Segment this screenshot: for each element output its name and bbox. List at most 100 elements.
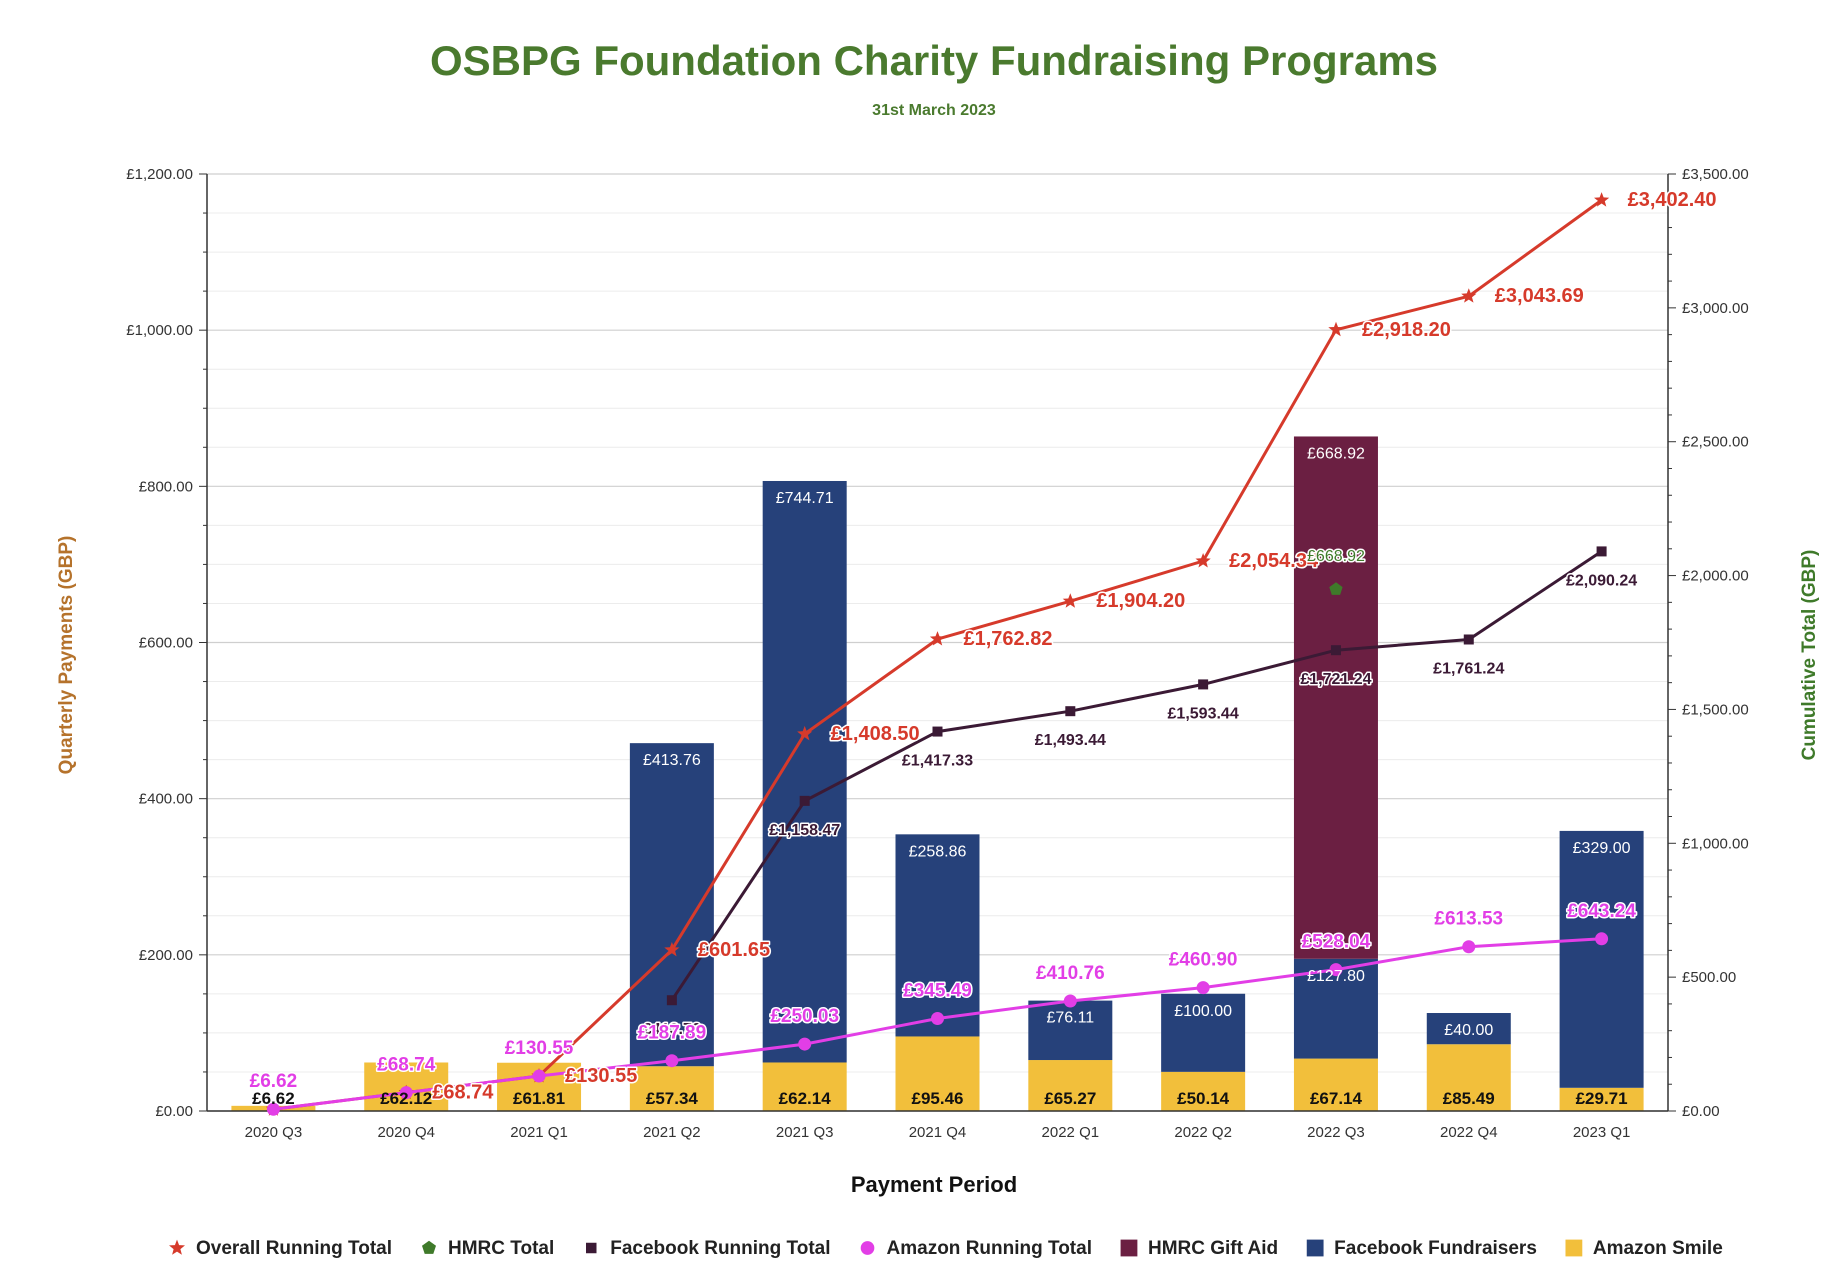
point-facebook-running-total xyxy=(1065,706,1076,717)
line-value-label: £460.90 xyxy=(1169,950,1238,971)
point-overall-running-total xyxy=(1461,288,1477,303)
line-layer xyxy=(265,192,1610,1116)
bar-value-label: £85.49 xyxy=(1443,1089,1495,1108)
x-tick-label: 2021 Q2 xyxy=(643,1124,701,1141)
y-left-tick-label: £600.00 xyxy=(139,635,193,652)
point-amazon-running-total xyxy=(665,1054,679,1068)
bar-amazon-smile xyxy=(1028,1060,1113,1111)
bar-value-label: £29.71 xyxy=(1576,1089,1628,1108)
line-value-label: £1,417.33 xyxy=(902,753,973,770)
legend-label: HMRC Total xyxy=(448,1238,554,1259)
line-value-label: £413.76 xyxy=(643,1021,701,1038)
line-value-label: £2,918.20 xyxy=(1362,319,1451,341)
x-tick-label: 2022 Q4 xyxy=(1440,1124,1498,1141)
point-amazon-running-total xyxy=(931,1012,944,1026)
y-left-tick-label: £400.00 xyxy=(139,791,193,808)
y-right-tick-label: £500.00 xyxy=(1682,969,1736,986)
point-amazon-running-total xyxy=(532,1069,546,1083)
point-amazon-running-total xyxy=(798,1037,812,1051)
bar-amazon-smile xyxy=(1293,1058,1378,1111)
point-hmrc-total xyxy=(1329,582,1343,595)
legend-marker xyxy=(1565,1239,1583,1257)
legend-item: HMRC Total xyxy=(422,1238,554,1259)
point-amazon-running-total xyxy=(1595,932,1609,946)
x-tick-label: 2020 Q3 xyxy=(245,1124,303,1141)
y-right-tick-label: £2,000.00 xyxy=(1682,568,1749,585)
bar-value-label: £127.80 xyxy=(1307,968,1365,985)
legend-item: Overall Running Total xyxy=(169,1238,392,1259)
y-right-tick-label: £2,500.00 xyxy=(1682,434,1749,451)
line-value-label: £1,408.50 xyxy=(831,723,920,745)
legend-label: Overall Running Total xyxy=(196,1238,392,1259)
legend-label: HMRC Gift Aid xyxy=(1148,1238,1278,1259)
point-facebook-running-total xyxy=(1596,546,1607,557)
legend-label: Facebook Running Total xyxy=(610,1238,830,1259)
point-amazon-running-total xyxy=(399,1086,413,1100)
bar-value-label: £6.62 xyxy=(252,1089,295,1108)
point-overall-running-total xyxy=(1062,593,1078,608)
x-tick-label: 2022 Q3 xyxy=(1307,1124,1365,1141)
bar-value-label: £61.81 xyxy=(513,1089,565,1108)
axis-layer: £0.00 £200.00 £400.00 £600.00 £800.00 £1,000.… xyxy=(126,166,1748,1141)
x-axis-title: Payment Period xyxy=(851,1172,1017,1197)
y-right-tick-label: £3,500.00 xyxy=(1682,166,1749,183)
legend-item: HMRC Gift Aid xyxy=(1120,1238,1278,1259)
bar-value-label: £40.00 xyxy=(1444,1022,1493,1039)
line-value-label: £130.55 xyxy=(505,1038,574,1059)
line-value-label: £3,043.69 xyxy=(1495,285,1584,307)
y-left-tick-label: £0.00 xyxy=(155,1103,193,1120)
line-value-label: £1,593.44 xyxy=(1168,705,1239,722)
y-right-tick-label: £1,500.00 xyxy=(1682,701,1749,718)
bar-amazon-smile xyxy=(1559,1087,1644,1111)
bar-value-label: £100.00 xyxy=(1174,1003,1232,1020)
line-value-label: £68.74 xyxy=(432,1082,494,1104)
legend-label: Amazon Smile xyxy=(1593,1238,1723,1259)
line-value-label: £68.74 xyxy=(377,1055,436,1076)
point-amazon-running-total xyxy=(1462,940,1476,954)
x-tick-label: 2020 Q4 xyxy=(377,1124,435,1141)
legend-item: Amazon Running Total xyxy=(860,1238,1092,1259)
line-value-label: £250.03 xyxy=(770,1006,839,1027)
line-value-label: £6.62 xyxy=(250,1071,298,1092)
x-tick-label: 2022 Q2 xyxy=(1174,1124,1232,1141)
line-value-label: £1,493.44 xyxy=(1035,732,1106,749)
bar-value-label: £258.86 xyxy=(909,843,967,860)
y-right-tick-label: £3,000.00 xyxy=(1682,300,1749,317)
point-facebook-running-total xyxy=(666,995,677,1006)
y-right-axis-title: Cumulative Total (GBP) xyxy=(1799,550,1820,761)
point-facebook-running-total xyxy=(1330,645,1341,656)
line-value-label: £601.65 xyxy=(698,939,770,961)
bar-value-label: £67.14 xyxy=(1310,1089,1363,1108)
bar-hmrc-gift-aid xyxy=(1293,436,1378,959)
y-right-tick-label: £0.00 xyxy=(1682,1103,1720,1120)
point-facebook-running-total xyxy=(1463,634,1474,645)
chart-title: OSBPG Foundation Charity Fundraising Pro… xyxy=(430,37,1438,84)
bar-value-label: £76.11 xyxy=(1046,1010,1094,1027)
point-facebook-running-total xyxy=(1198,679,1209,690)
legend-marker xyxy=(1306,1239,1324,1257)
line-value-label: £345.49 xyxy=(903,981,972,1002)
legend-label: Facebook Fundraisers xyxy=(1334,1238,1537,1259)
point-facebook-running-total xyxy=(932,726,943,737)
line-value-label: £1,158.47 xyxy=(769,822,840,839)
legend-item: Amazon Smile xyxy=(1565,1238,1723,1259)
bar-value-label: £329.00 xyxy=(1573,840,1631,857)
point-amazon-running-total xyxy=(266,1102,280,1116)
legend-marker xyxy=(422,1240,436,1254)
point-overall-running-total xyxy=(1195,553,1211,568)
bar-facebook-fundraisers xyxy=(1559,830,1644,1088)
y-left-tick-label: £1,200.00 xyxy=(126,166,193,183)
bar-amazon-smile xyxy=(762,1062,847,1111)
line-value-label: £2,054.34 xyxy=(1229,550,1319,572)
bar-amazon-smile xyxy=(895,1036,980,1111)
line-value-label: £528.04 xyxy=(1302,932,1371,953)
chart-subtitle: 31st March 2023 xyxy=(872,102,996,119)
bar-facebook-fundraisers xyxy=(1028,1000,1113,1061)
point-amazon-running-total xyxy=(1329,963,1343,977)
bar-value-label: £413.76 xyxy=(643,752,701,769)
line-value-label: £3,402.40 xyxy=(1628,189,1717,211)
line-value-label: £130.55 xyxy=(565,1065,637,1087)
label-layer: £6.62 £62.12 £61.81 £57.34 £62.14 £95.46 £65.2… xyxy=(248,188,1718,1108)
bar-value-label: £62.14 xyxy=(779,1089,832,1108)
